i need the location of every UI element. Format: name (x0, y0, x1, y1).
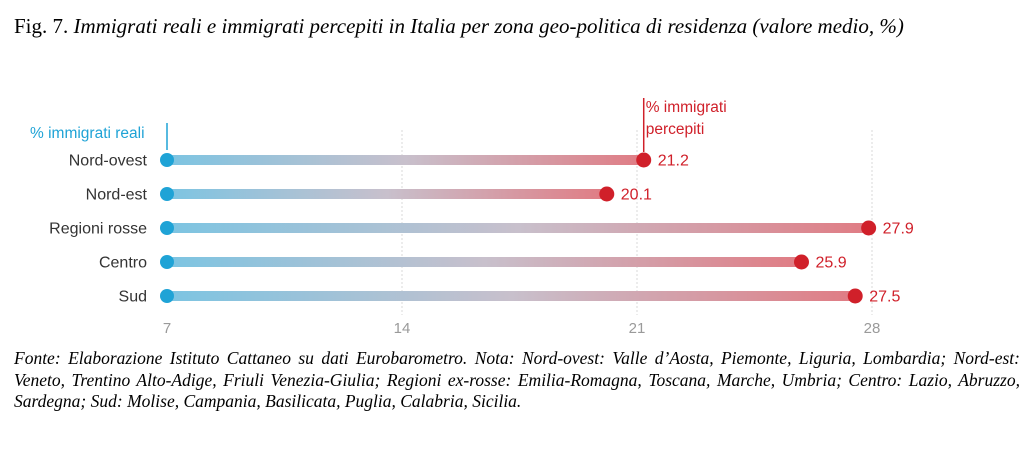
category-label: Nord-est (86, 187, 148, 204)
value-label: 20.1 (621, 187, 652, 204)
dumbbell-bar (167, 291, 856, 301)
figure-title: Immigrati reali e immigrati percepiti in… (73, 14, 904, 38)
category-label: Sud (119, 289, 147, 306)
source-note: Fonte: Elaborazione Istituto Cattaneo su… (14, 348, 1020, 411)
value-label: 27.9 (883, 221, 914, 238)
x-tick-label: 21 (629, 320, 646, 337)
value-label: 27.5 (869, 289, 900, 306)
real-point (160, 153, 174, 167)
value-label: 21.2 (658, 153, 689, 170)
dumbbell-chart: 7 14 21 28 % immigrati reali % immigrati perce… (30, 98, 914, 337)
category-label: Centro (99, 255, 147, 272)
figure-number: Fig. 7. (14, 14, 69, 38)
perceived-point (599, 186, 615, 202)
figure-caption: Fig. 7. Immigrati reali e immigrati perc… (14, 12, 1020, 40)
real-point (160, 289, 174, 303)
real-point (160, 221, 174, 235)
x-tick-label: 28 (864, 320, 881, 337)
dumbbell-bar (167, 189, 607, 199)
x-tick-label: 7 (163, 320, 171, 337)
x-tick-label: 14 (394, 320, 411, 337)
dumbbell-bar (167, 155, 644, 165)
dumbbell-bar (167, 223, 869, 233)
category-label: Regioni rosse (49, 221, 147, 238)
value-label: 25.9 (816, 255, 847, 272)
perceived-point (847, 288, 863, 304)
perceived-point (636, 152, 652, 168)
real-point (160, 255, 174, 269)
legend-real: % immigrati reali (30, 125, 145, 142)
perceived-point (861, 220, 877, 236)
real-point (160, 187, 174, 201)
perceived-point (794, 254, 809, 270)
legend-perceived: % immigrati percepiti (646, 99, 727, 138)
category-label: Nord-ovest (69, 153, 148, 170)
dumbbell-bar (167, 257, 802, 267)
